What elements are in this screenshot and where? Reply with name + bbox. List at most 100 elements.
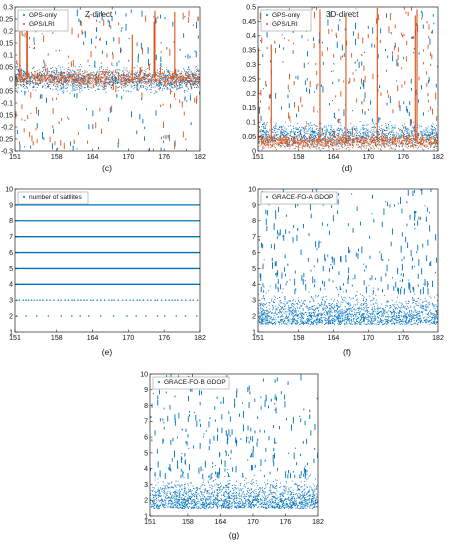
data-point bbox=[76, 81, 78, 83]
data-point bbox=[278, 129, 280, 130]
data-point bbox=[167, 77, 169, 79]
data-point bbox=[342, 141, 344, 143]
data-point bbox=[372, 133, 374, 134]
data-point bbox=[327, 138, 329, 139]
data-point bbox=[85, 78, 87, 80]
data-point bbox=[116, 72, 117, 74]
data-point bbox=[261, 130, 263, 132]
data-point bbox=[23, 70, 24, 72]
data-point bbox=[57, 89, 59, 91]
data-point bbox=[169, 77, 171, 79]
data-point bbox=[328, 138, 330, 140]
data-point bbox=[83, 81, 85, 83]
data-point bbox=[99, 76, 101, 78]
data-point bbox=[159, 87, 161, 89]
data-point bbox=[332, 131, 334, 133]
outlier-point bbox=[407, 108, 408, 113]
data-point bbox=[275, 127, 276, 129]
data-point bbox=[129, 79, 131, 81]
data-point bbox=[348, 149, 350, 151]
outlier-point bbox=[379, 84, 380, 88]
data-point bbox=[32, 74, 33, 75]
data-point bbox=[386, 143, 388, 145]
outlier-point bbox=[160, 63, 162, 67]
data-point bbox=[338, 140, 339, 141]
data-point bbox=[122, 82, 124, 84]
data-point bbox=[280, 132, 282, 133]
data-point bbox=[166, 77, 167, 79]
outlier-point bbox=[392, 55, 393, 62]
data-point bbox=[153, 93, 155, 94]
data-point bbox=[68, 74, 69, 76]
data-point bbox=[389, 148, 391, 150]
data-point bbox=[389, 132, 391, 134]
data-point bbox=[313, 131, 315, 132]
data-point bbox=[52, 77, 53, 79]
data-point bbox=[78, 86, 79, 87]
data-point bbox=[331, 134, 333, 135]
data-point bbox=[347, 131, 348, 133]
data-point bbox=[375, 145, 376, 146]
data-point bbox=[103, 71, 105, 73]
data-point bbox=[67, 73, 69, 74]
data-point bbox=[57, 85, 59, 87]
data-point bbox=[290, 132, 291, 134]
data-point bbox=[65, 88, 67, 89]
data-point bbox=[325, 143, 327, 145]
data-point bbox=[63, 71, 65, 73]
y-tick-label: 0.2 bbox=[3, 28, 13, 35]
data-point bbox=[339, 132, 341, 134]
data-point bbox=[71, 82, 73, 84]
data-point bbox=[385, 123, 387, 124]
data-point bbox=[348, 138, 350, 139]
data-point bbox=[127, 76, 129, 78]
data-point bbox=[159, 71, 161, 73]
y-tick-label: 0 bbox=[9, 76, 13, 83]
data-point bbox=[308, 136, 310, 138]
outlier-point bbox=[336, 41, 338, 48]
data-point bbox=[180, 78, 181, 80]
data-point bbox=[161, 77, 163, 79]
data-point bbox=[31, 76, 33, 78]
data-point bbox=[272, 129, 273, 130]
data-point bbox=[131, 78, 132, 80]
data-point bbox=[264, 139, 266, 141]
data-point bbox=[119, 82, 121, 84]
data-point bbox=[263, 134, 265, 136]
data-point bbox=[345, 141, 347, 143]
data-point bbox=[309, 147, 311, 148]
data-point bbox=[21, 78, 22, 80]
data-point bbox=[275, 123, 277, 125]
data-point bbox=[387, 137, 388, 139]
data-point bbox=[81, 76, 83, 78]
data-point bbox=[126, 67, 128, 69]
data-point bbox=[102, 87, 104, 89]
data-point bbox=[164, 82, 165, 84]
y-tick-label: -0.15 bbox=[0, 112, 13, 119]
data-point bbox=[59, 78, 60, 80]
data-point bbox=[187, 77, 189, 78]
data-point bbox=[75, 84, 77, 86]
data-point bbox=[59, 79, 61, 81]
data-point bbox=[64, 72, 65, 73]
data-point bbox=[334, 131, 336, 133]
outlier-point bbox=[95, 122, 97, 129]
y-tick-label: 0.25 bbox=[0, 16, 13, 23]
data-point bbox=[194, 87, 195, 88]
data-point bbox=[115, 71, 117, 73]
outlier-point bbox=[182, 131, 184, 138]
outlier-point bbox=[131, 111, 132, 118]
outlier-point bbox=[160, 41, 162, 44]
data-point bbox=[349, 137, 350, 139]
data-point bbox=[364, 137, 365, 139]
data-point bbox=[112, 84, 114, 86]
data-point bbox=[17, 69, 19, 71]
data-point bbox=[331, 128, 332, 130]
data-point bbox=[32, 73, 34, 75]
data-point bbox=[300, 139, 301, 140]
outlier-point bbox=[145, 15, 147, 22]
data-point bbox=[119, 69, 121, 71]
data-point bbox=[280, 130, 282, 132]
data-point bbox=[274, 133, 276, 135]
data-point bbox=[343, 133, 345, 135]
